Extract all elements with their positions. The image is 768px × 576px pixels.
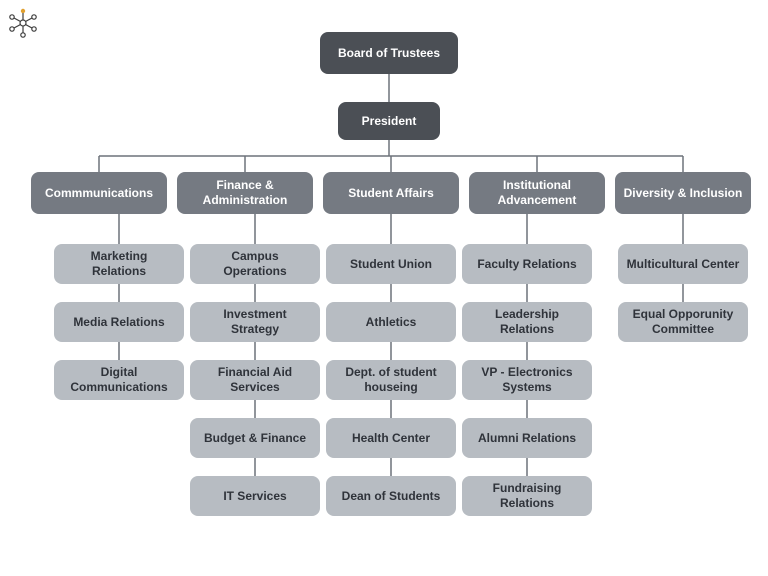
sub-node: Digital Communications xyxy=(54,360,184,400)
sub-node: Faculty Relations xyxy=(462,244,592,284)
node-label: Commmunications xyxy=(45,186,153,201)
node-label: Equal Opporunity Committee xyxy=(626,307,740,337)
dept-student-affairs: Student Affairs xyxy=(323,172,459,214)
node-label: Digital Communications xyxy=(62,365,176,395)
node-label: Faculty Relations xyxy=(477,257,576,272)
sub-node: Alumni Relations xyxy=(462,418,592,458)
logo-icon xyxy=(6,6,40,45)
sub-node: Fundraising Relations xyxy=(462,476,592,516)
node-label: IT Services xyxy=(223,489,286,504)
node-label: Budget & Finance xyxy=(204,431,306,446)
node-president: President xyxy=(338,102,440,140)
node-label: Multicultural Center xyxy=(627,257,740,272)
dept-finance-administration: Finance & Administration xyxy=(177,172,313,214)
node-label: Investment Strategy xyxy=(198,307,312,337)
node-board-of-trustees: Board of Trustees xyxy=(320,32,458,74)
node-label: Dept. of student houseing xyxy=(334,365,448,395)
dept-diversity-inclusion: Diversity & Inclusion xyxy=(615,172,751,214)
sub-node: Athletics xyxy=(326,302,456,342)
node-label: Finance & Administration xyxy=(185,178,305,208)
node-label: Alumni Relations xyxy=(478,431,576,446)
sub-node: Dept. of student houseing xyxy=(326,360,456,400)
node-label: Health Center xyxy=(352,431,430,446)
sub-node: Multicultural Center xyxy=(618,244,748,284)
node-label: Student Union xyxy=(350,257,432,272)
node-label: Dean of Students xyxy=(342,489,441,504)
node-label: Fundraising Relations xyxy=(470,481,584,511)
sub-node: Budget & Finance xyxy=(190,418,320,458)
node-label: Student Affairs xyxy=(348,186,434,201)
sub-node: Leadership Relations xyxy=(462,302,592,342)
node-label: Institutional Advancement xyxy=(477,178,597,208)
node-label: Marketing Relations xyxy=(62,249,176,279)
dept-communications: Commmunications xyxy=(31,172,167,214)
sub-node: Marketing Relations xyxy=(54,244,184,284)
node-label: Campus Operations xyxy=(198,249,312,279)
node-label: Financial Aid Services xyxy=(198,365,312,395)
sub-node: Financial Aid Services xyxy=(190,360,320,400)
dept-institutional-advancement: Institutional Advancement xyxy=(469,172,605,214)
node-label: Board of Trustees xyxy=(338,46,440,61)
node-label: Leadership Relations xyxy=(470,307,584,337)
sub-node: Dean of Students xyxy=(326,476,456,516)
sub-node: Investment Strategy xyxy=(190,302,320,342)
sub-node: Media Relations xyxy=(54,302,184,342)
sub-node: IT Services xyxy=(190,476,320,516)
sub-node: Equal Opporunity Committee xyxy=(618,302,748,342)
sub-node: Student Union xyxy=(326,244,456,284)
node-label: Athletics xyxy=(366,315,417,330)
node-label: VP - Electronics Systems xyxy=(470,365,584,395)
node-label: President xyxy=(362,114,417,129)
node-label: Media Relations xyxy=(73,315,164,330)
sub-node: VP - Electronics Systems xyxy=(462,360,592,400)
sub-node: Campus Operations xyxy=(190,244,320,284)
node-label: Diversity & Inclusion xyxy=(624,186,743,201)
sub-node: Health Center xyxy=(326,418,456,458)
